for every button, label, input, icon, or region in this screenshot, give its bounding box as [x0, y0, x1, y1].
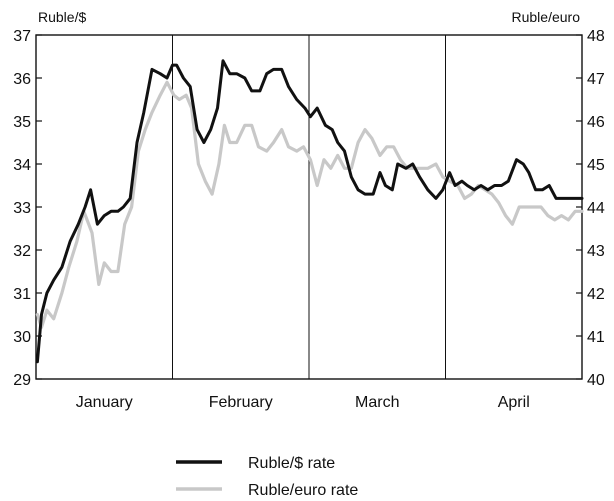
left-tick-label-37: 37	[13, 28, 31, 45]
right-tick-label-43: 43	[587, 243, 605, 260]
month-label-0: January	[76, 394, 133, 411]
left-axis-ticks: 29 30 31 32 33 34 35 36 37	[13, 28, 42, 389]
left-tick-label-30: 30	[13, 329, 31, 346]
legend-label-ruble-dollar: Ruble/$ rate	[248, 455, 335, 472]
right-tick-label-40: 40	[587, 372, 605, 389]
legend: Ruble/$ rate Ruble/euro rate	[176, 455, 358, 499]
month-label-3: April	[498, 394, 530, 411]
right-tick-label-46: 46	[587, 114, 605, 131]
month-label-1: February	[209, 394, 273, 411]
right-tick-label-44: 44	[587, 200, 605, 217]
month-label-2: March	[355, 394, 399, 411]
y-left-axis-title: Ruble/$	[38, 9, 86, 25]
left-tick-label-36: 36	[13, 71, 31, 88]
left-tick-label-32: 32	[13, 243, 31, 260]
right-tick-label-45: 45	[587, 157, 605, 174]
x-axis-month-labels: January February March April	[76, 394, 530, 411]
left-tick-label-29: 29	[13, 372, 31, 389]
series-line-ruble-dollar	[35, 59, 584, 364]
left-tick-label-31: 31	[13, 286, 31, 303]
right-tick-label-42: 42	[587, 286, 605, 303]
right-tick-label-41: 41	[587, 329, 605, 346]
right-tick-label-47: 47	[587, 71, 605, 88]
right-axis-ticks: 40 41 42 43 44 45 46 47 48	[576, 28, 605, 389]
series-layer	[35, 59, 584, 364]
left-tick-label-35: 35	[13, 114, 31, 131]
month-dividers	[172, 35, 446, 379]
y-right-axis-title: Ruble/euro	[512, 9, 581, 25]
right-tick-label-48: 48	[587, 28, 605, 45]
left-tick-label-34: 34	[13, 157, 31, 174]
legend-label-ruble-euro: Ruble/euro rate	[248, 482, 358, 499]
left-tick-label-33: 33	[13, 200, 31, 217]
series-line-ruble-euro	[35, 80, 584, 329]
